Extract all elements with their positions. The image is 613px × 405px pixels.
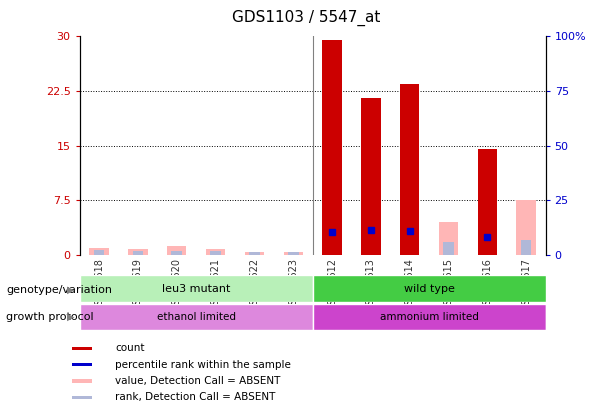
Bar bbox=[72, 347, 91, 350]
Bar bbox=[322, 40, 342, 255]
Bar bbox=[288, 252, 299, 255]
Text: ▶: ▶ bbox=[67, 312, 74, 322]
Bar bbox=[443, 242, 454, 255]
Bar bbox=[249, 252, 260, 255]
Bar bbox=[206, 249, 226, 255]
Text: rank, Detection Call = ABSENT: rank, Detection Call = ABSENT bbox=[115, 392, 276, 402]
Text: ethanol limited: ethanol limited bbox=[157, 312, 235, 322]
Text: leu3 mutant: leu3 mutant bbox=[162, 284, 230, 294]
Bar bbox=[313, 304, 546, 330]
Text: wild type: wild type bbox=[404, 284, 454, 294]
Bar bbox=[478, 149, 497, 255]
Bar bbox=[439, 222, 459, 255]
Bar bbox=[128, 249, 148, 255]
Bar bbox=[361, 98, 381, 255]
Text: genotype/variation: genotype/variation bbox=[6, 285, 112, 294]
Bar bbox=[546, 304, 613, 330]
Bar bbox=[167, 246, 186, 255]
Text: value, Detection Call = ABSENT: value, Detection Call = ABSENT bbox=[115, 376, 281, 386]
Bar bbox=[89, 248, 109, 255]
Text: GDS1103 / 5547_at: GDS1103 / 5547_at bbox=[232, 10, 381, 26]
Bar bbox=[516, 200, 536, 255]
Bar bbox=[172, 251, 182, 255]
Bar bbox=[400, 84, 419, 255]
Text: percentile rank within the sample: percentile rank within the sample bbox=[115, 360, 291, 369]
Bar bbox=[72, 396, 91, 399]
Bar bbox=[210, 251, 221, 255]
Text: ammonium limited: ammonium limited bbox=[379, 312, 479, 322]
Bar bbox=[245, 252, 264, 255]
Bar bbox=[94, 250, 104, 255]
Bar bbox=[521, 240, 531, 255]
Bar bbox=[72, 379, 91, 383]
Text: count: count bbox=[115, 343, 145, 353]
Bar bbox=[80, 275, 313, 302]
Text: ▶: ▶ bbox=[67, 285, 74, 294]
Bar bbox=[132, 251, 143, 255]
Bar bbox=[284, 252, 303, 255]
Bar bbox=[313, 275, 546, 302]
Bar bbox=[72, 363, 91, 367]
Bar bbox=[80, 304, 313, 330]
Text: growth protocol: growth protocol bbox=[6, 312, 94, 322]
